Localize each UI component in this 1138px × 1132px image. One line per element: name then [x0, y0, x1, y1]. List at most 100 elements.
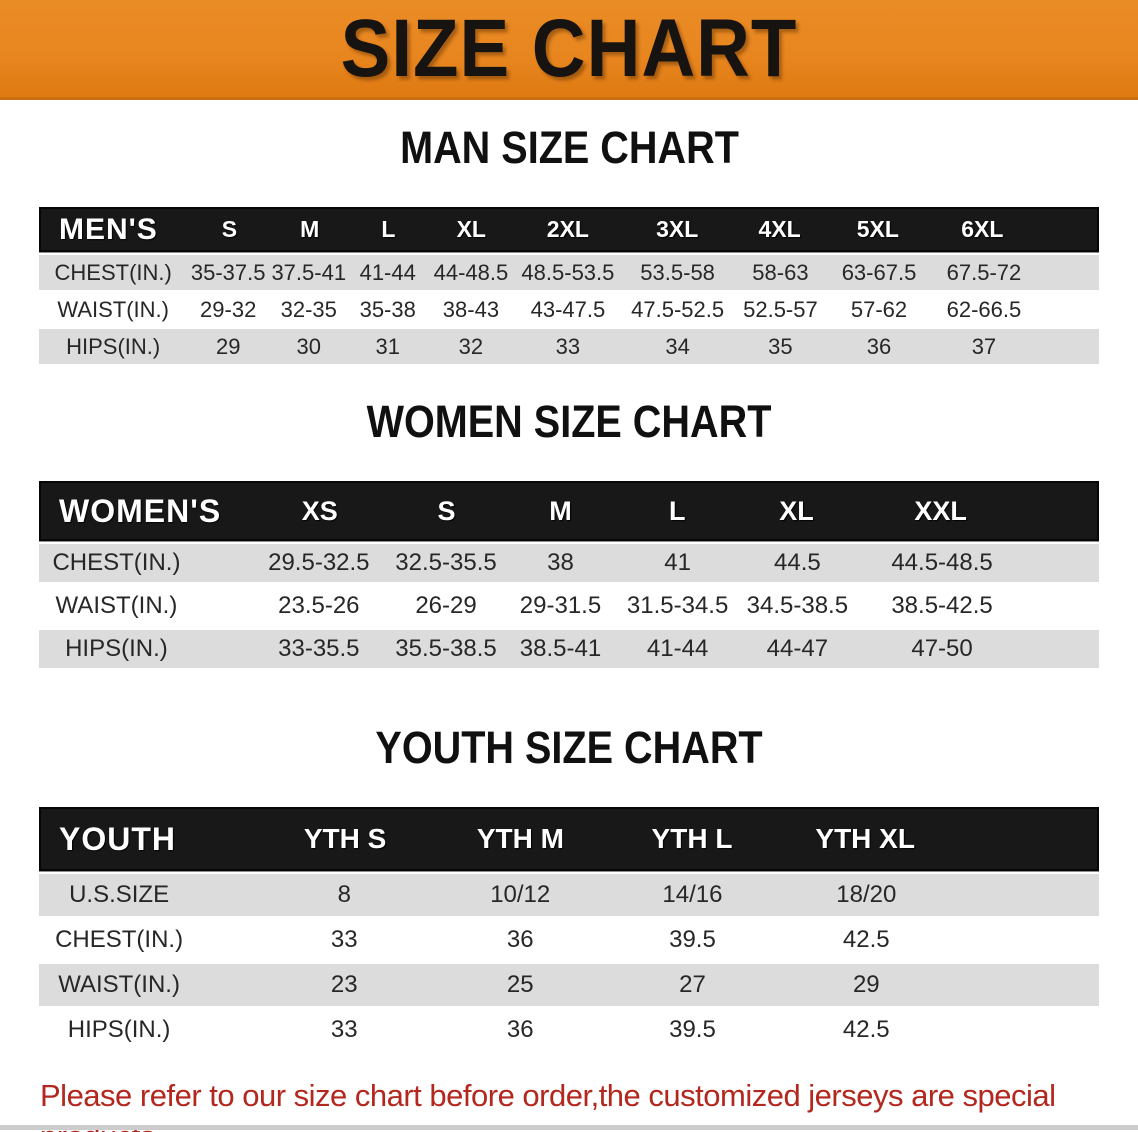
cell-value: 37 [971, 333, 997, 359]
cell-value: 34 [665, 333, 690, 359]
size-chart-banner: SIZE CHART [0, 0, 1138, 100]
women-table-header-label: WOMEN'S [59, 492, 222, 529]
table-row-hips: HIPS(IN.) 33-35.5 35.5-38.5 38.5-41 41-4… [39, 630, 1099, 668]
row-label: WAIST(IN.) [55, 592, 178, 619]
women-table-body: CHEST(IN.) 29.5-32.5 32.5-35.5 38 41 44.… [39, 544, 1099, 668]
policy-note-line-1: Please refer to our size chart before or… [40, 1078, 1056, 1132]
cell-value: 36 [506, 926, 534, 953]
youth-size-chart-title: YOUTH SIZE CHART [375, 722, 763, 773]
cell-value: 39.5 [669, 926, 716, 953]
table-row-waist: WAIST(IN.) 29-32 32-35 35-38 38-43 43-47… [39, 292, 1099, 327]
cell-value: 42.5 [842, 1016, 890, 1043]
row-label: CHEST(IN.) [55, 926, 184, 953]
size-column-header: YTH XL [815, 823, 915, 854]
row-label: HIPS(IN.) [67, 1016, 171, 1043]
cell-value: 32-35 [280, 296, 337, 322]
size-column-header: S [437, 495, 456, 526]
cell-value: 33 [330, 926, 358, 953]
youth-size-table: YOUTH YTH S YTH M YTH L YTH XL U.S.SIZE … [39, 807, 1099, 1051]
cell-value: 14/16 [662, 881, 723, 908]
size-column-header: XL [779, 495, 814, 526]
cell-value: 41-44 [646, 635, 709, 662]
table-row-hips: HIPS(IN.) 29 30 31 32 33 34 35 36 37 [39, 329, 1099, 364]
row-label: WAIST(IN.) [58, 971, 180, 998]
cell-value: 44.5-48.5 [891, 549, 993, 576]
youth-table-body: U.S.SIZE 8 10/12 14/16 18/20 CHEST(IN.) … [39, 874, 1099, 1051]
cell-value: 67.5-72 [946, 259, 1022, 285]
cell-value: 44-47 [766, 635, 829, 662]
size-column-header: M [300, 216, 320, 242]
size-column-header: YTH M [476, 823, 564, 854]
cell-value: 29.5-32.5 [268, 549, 370, 576]
cell-value: 29 [852, 971, 880, 998]
cell-value: 41 [664, 549, 691, 576]
cell-value: 39.5 [669, 1016, 716, 1043]
cell-value: 27 [679, 971, 706, 998]
cell-value: 36 [866, 333, 892, 359]
cell-value: 47-50 [911, 635, 973, 662]
cell-value: 38.5-42.5 [891, 592, 993, 619]
cell-value: 63-67.5 [841, 259, 917, 285]
women-size-table: WOMEN'S XS S M L XL XXL CHEST(IN.) 29.5-… [39, 481, 1099, 668]
cell-value: 10/12 [490, 881, 551, 908]
bottom-divider [0, 1125, 1138, 1130]
cell-value: 36 [506, 1016, 534, 1043]
row-label: U.S.SIZE [69, 881, 170, 908]
size-column-header: L [668, 495, 686, 526]
cell-value: 35-38 [359, 296, 416, 322]
cell-value: 29-31.5 [519, 592, 602, 619]
cell-value: 44.5 [774, 549, 821, 576]
cell-value: 53.5-58 [640, 259, 715, 285]
row-label: CHEST(IN.) [52, 549, 181, 576]
men-size-table: MEN'S S M L XL 2XL 3XL 4XL 5XL 6XL CHEST… [39, 207, 1099, 364]
cell-value: 23.5-26 [278, 592, 360, 619]
cell-value: 35-37.5 [190, 259, 266, 285]
cell-value: 38-43 [442, 296, 500, 322]
size-column-header: 2XL [546, 216, 589, 242]
size-column-header: L [381, 216, 396, 242]
cell-value: 29 [215, 333, 241, 359]
cell-value: 31 [375, 333, 400, 359]
cell-value: 48.5-53.5 [521, 259, 615, 285]
size-column-header: YTH L [651, 823, 733, 854]
size-column-header: M [549, 495, 572, 526]
men-table-header-label: MEN'S [59, 212, 158, 246]
table-row-waist: WAIST(IN.) 23 25 27 29 [39, 964, 1099, 1006]
cell-value: 62-66.5 [946, 296, 1022, 322]
size-column-header: XS [301, 495, 338, 526]
cell-value: 33-35.5 [278, 635, 360, 662]
banner-title: SIZE CHART [340, 2, 798, 95]
table-row-chest: CHEST(IN.) 35-37.5 37.5-41 41-44 44-48.5… [39, 255, 1099, 290]
row-label: HIPS(IN.) [65, 635, 168, 662]
cell-value: 42.5 [842, 926, 890, 953]
table-row-chest: CHEST(IN.) 29.5-32.5 32.5-35.5 38 41 44.… [39, 544, 1099, 582]
cell-value: 34.5-38.5 [746, 592, 849, 619]
table-row-hips: HIPS(IN.) 33 36 39.5 42.5 [39, 1009, 1099, 1051]
table-row-chest: CHEST(IN.) 33 36 39.5 42.5 [39, 919, 1099, 961]
cell-value: 26-29 [415, 592, 477, 619]
size-column-header: 4XL [758, 216, 801, 242]
size-column-header: 5XL [856, 216, 899, 242]
man-size-chart-title: MAN SIZE CHART [399, 122, 739, 173]
section-heading-women: WOMEN SIZE CHART [0, 398, 1138, 457]
cell-value: 58-63 [752, 259, 809, 285]
men-table-body: CHEST(IN.) 35-37.5 37.5-41 41-44 44-48.5… [39, 255, 1099, 364]
cell-value: 33 [330, 1016, 358, 1043]
cell-value: 18/20 [836, 881, 897, 908]
cell-value: 38.5-41 [519, 635, 602, 662]
youth-table-header-label: YOUTH [59, 820, 176, 857]
table-row-waist: WAIST(IN.) 23.5-26 26-29 29-31.5 31.5-34… [39, 587, 1099, 625]
cell-value: 47.5-52.5 [631, 296, 725, 322]
cell-value: 52.5-57 [743, 296, 818, 322]
size-column-header: 3XL [656, 216, 699, 242]
row-label: WAIST(IN.) [57, 296, 169, 322]
women-size-chart-title: WOMEN SIZE CHART [366, 396, 772, 447]
size-column-header: XXL [914, 495, 967, 526]
cell-value: 44-48.5 [433, 259, 509, 285]
section-heading-youth: YOUTH SIZE CHART [0, 724, 1138, 783]
cell-value: 30 [296, 333, 321, 359]
cell-value: 29-32 [200, 296, 257, 322]
size-column-header: 6XL [961, 216, 1004, 242]
cell-value: 57-62 [850, 296, 908, 322]
